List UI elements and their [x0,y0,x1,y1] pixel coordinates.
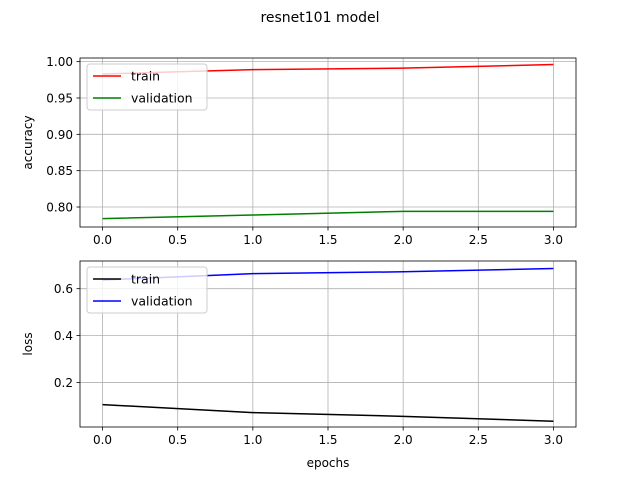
x-tick-label: 1.5 [318,233,337,247]
x-tick-label: 0.0 [93,233,112,247]
y-tick-label: 0.80 [46,201,73,215]
x-tick-label: 1.0 [243,233,262,247]
x-tick-label: 1.5 [318,433,337,447]
y-tick-label: 0.2 [54,376,73,390]
x-axis-label: epochs [307,456,350,470]
y-axis-label: loss [21,332,35,355]
y-tick-label: 1.00 [46,55,73,69]
y-tick-label: 0.95 [46,91,73,105]
y-tick-label: 0.4 [54,329,73,343]
x-tick-label: 3.0 [544,233,563,247]
x-tick-label: 0.0 [93,433,112,447]
subplots: 0.0 0.5 1.0 1.5 2.0 2.5 3.0 0.80 0.85 0.90 0.95 1.0… [21,55,577,470]
series-line-validation [102,210,554,220]
legend-label-train: train [131,272,160,287]
y-axis-label: accuracy [21,115,35,169]
x-tick-label: 2.5 [469,233,488,247]
x-tick-label: 0.5 [168,233,187,247]
subplot-accuracy: 0.0 0.5 1.0 1.5 2.0 2.5 3.0 0.80 0.85 0.90 0.95 1.0… [21,55,577,247]
legend-label-train: train [131,69,160,84]
figure-title: resnet101 model [260,10,379,26]
legend-label-validation: validation [131,91,193,106]
x-tick-label: 2.5 [469,433,488,447]
y-tick-label: 0.90 [46,128,73,142]
x-tick-label: 2.0 [394,433,413,447]
x-tick-label: 3.0 [544,433,563,447]
y-tick-label: 0.85 [46,164,73,178]
series-line-train [102,403,554,422]
x-tick-label: 1.0 [243,433,262,447]
x-tick-label: 2.0 [394,233,413,247]
subplot-loss: 0.0 0.5 1.0 1.5 2.0 2.5 3.0 0.2 0.4 0.6 loss epochs… [21,260,577,470]
legend-label-validation: validation [131,294,193,309]
x-tick-label: 0.5 [168,433,187,447]
y-tick-label: 0.6 [54,282,73,296]
